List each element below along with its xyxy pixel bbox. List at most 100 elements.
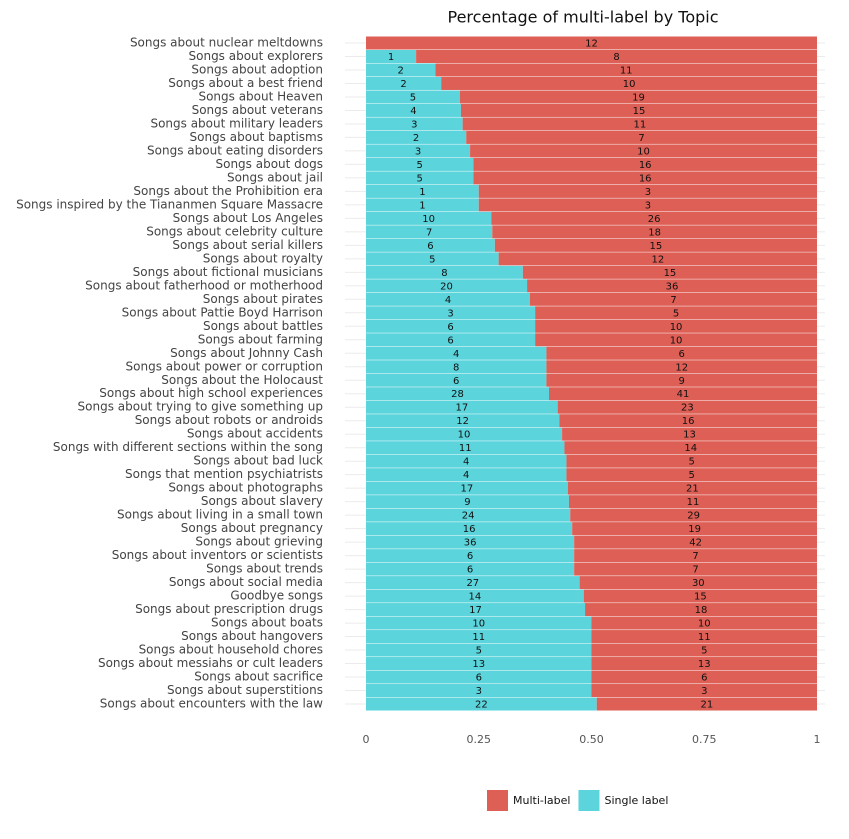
y-tick-label: Songs about slavery [201, 494, 323, 508]
value-label: 20 [440, 281, 453, 292]
bar-segment [591, 643, 817, 657]
bar-segment [366, 117, 463, 131]
bar-segment [366, 225, 493, 239]
bar-segment [366, 90, 460, 104]
y-tick-label: Songs about sacrifice [194, 670, 323, 684]
y-tick-label: Songs about Johnny Cash [170, 346, 323, 360]
value-label: 24 [462, 511, 475, 522]
bar-segment [568, 495, 817, 509]
bar-segment [585, 603, 817, 617]
bar-segment [366, 292, 530, 306]
value-label: 9 [464, 497, 470, 508]
bar-segment [366, 333, 536, 347]
y-tick-label: Songs about encounters with the law [100, 697, 323, 711]
bar-segment [570, 508, 817, 522]
bar-segment [366, 414, 560, 428]
value-label: 5 [417, 173, 423, 184]
value-label: 3 [411, 119, 417, 130]
bar-segment [416, 49, 817, 63]
bar-segment [466, 130, 817, 144]
value-label: 15 [633, 106, 646, 117]
bar-segment [591, 684, 817, 698]
bar-segment [366, 63, 436, 77]
value-label: 6 [467, 565, 473, 576]
value-label: 6 [447, 322, 453, 333]
value-label: 42 [689, 538, 702, 549]
value-label: 2 [413, 133, 419, 144]
bar-segment [574, 535, 817, 549]
value-label: 29 [687, 511, 700, 522]
value-label: 10 [670, 335, 683, 346]
y-tick-label: Songs about grieving [195, 535, 323, 549]
y-tick-label: Songs about a best friend [168, 76, 323, 90]
value-label: 4 [463, 470, 469, 481]
value-label: 18 [695, 605, 708, 616]
bar-segment [366, 76, 442, 90]
bar-segment [579, 576, 817, 590]
bar-segment [366, 400, 558, 414]
y-tick-label: Songs about royalty [203, 251, 323, 265]
bar-segment [591, 616, 817, 630]
value-label: 10 [698, 619, 711, 630]
bar-segment [459, 90, 817, 104]
bar-segment [366, 373, 547, 387]
y-tick-label: Songs about high school experiences [99, 386, 323, 400]
value-label: 6 [453, 376, 459, 387]
value-label: 1 [388, 52, 394, 63]
value-label: 5 [701, 646, 707, 657]
bar-segment [460, 103, 817, 117]
bar-segment [366, 657, 592, 671]
legend-swatch [578, 790, 600, 811]
value-label: 11 [687, 497, 700, 508]
value-label: 16 [463, 524, 476, 535]
y-tick-label: Songs about living in a small town [117, 508, 323, 522]
x-tick-label: 0 [363, 733, 370, 746]
value-label: 5 [417, 160, 423, 171]
y-tick-label: Songs about military leaders [150, 116, 323, 130]
bar-segment [478, 184, 817, 198]
value-label: 3 [415, 146, 421, 157]
value-label: 4 [453, 349, 459, 360]
bar-segment [522, 265, 817, 279]
bar-segment [494, 238, 817, 252]
y-tick-label: Songs about jail [227, 170, 323, 184]
value-label: 7 [638, 133, 644, 144]
y-tick-label: Songs about nuclear meltdowns [130, 36, 323, 50]
value-label: 17 [461, 484, 474, 495]
value-label: 26 [648, 214, 661, 225]
y-tick-label: Songs about inventors or scientists [112, 548, 323, 562]
value-label: 19 [688, 524, 701, 535]
y-tick-label: Songs about robots or androids [135, 413, 323, 427]
value-label: 10 [422, 214, 435, 225]
value-label: 15 [664, 268, 677, 279]
value-label: 6 [447, 335, 453, 346]
value-label: 7 [692, 565, 698, 576]
value-label: 10 [472, 619, 485, 630]
bar-segment [366, 576, 580, 590]
bar-segment [366, 684, 592, 698]
bar-segment [366, 211, 492, 225]
value-label: 15 [694, 592, 707, 603]
value-label: 6 [701, 673, 707, 684]
y-tick-label: Songs about boats [211, 616, 323, 630]
bar-segment [591, 670, 817, 684]
bar-segment [366, 238, 495, 252]
value-label: 15 [650, 241, 663, 252]
bar-segment [366, 441, 565, 455]
bar-segment [583, 589, 817, 603]
value-label: 12 [651, 254, 664, 265]
bar-segment [366, 360, 547, 374]
bar-segment [498, 252, 817, 266]
value-label: 3 [645, 200, 651, 211]
bar-segment [366, 670, 592, 684]
value-label: 2 [398, 65, 404, 76]
bar-segment [535, 306, 817, 320]
bar-segment [562, 427, 817, 441]
value-label: 11 [620, 65, 633, 76]
value-label: 21 [701, 700, 714, 711]
bar-segment [546, 373, 817, 387]
y-tick-label: Songs about bad luck [193, 454, 323, 468]
bar-segment [564, 441, 817, 455]
value-label: 10 [637, 146, 650, 157]
